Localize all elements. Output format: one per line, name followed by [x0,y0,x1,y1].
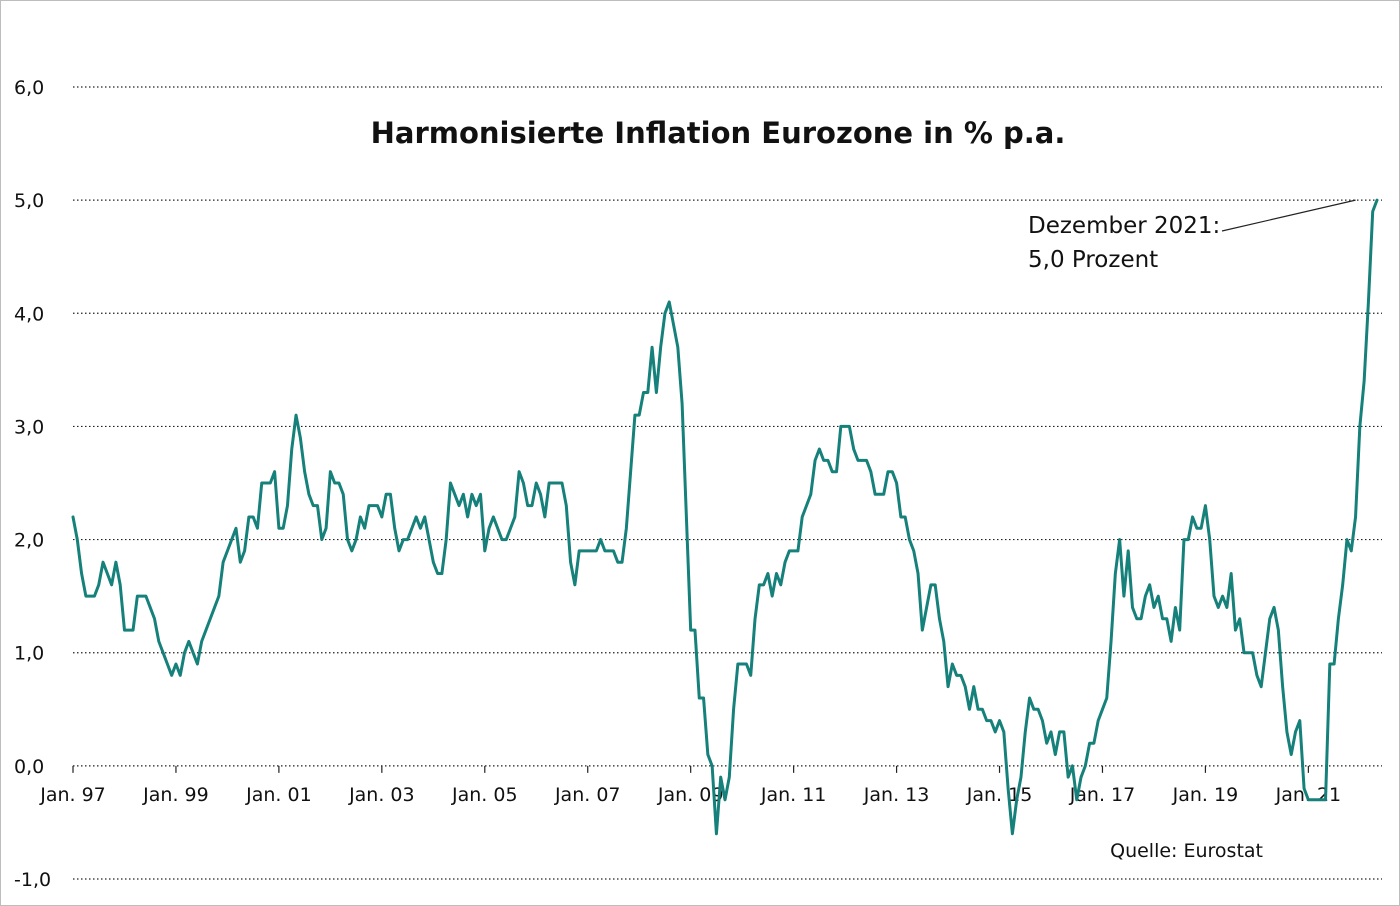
annotation-leader-line [1221,199,1356,232]
y-axis-ticks: 6,0 5,0 4,0 3,0 2,0 1,0 0,0 -1,0 [14,77,51,891]
chart-title: Harmonisierte Inflation Eurozone in % p.… [371,116,1066,150]
series-line-inflation [71,198,1379,836]
x-axis-ticks: Jan. 97 Jan. 99 Jan. 01 Jan. 03 Jan. 05 Jan. … [39,765,1341,806]
x-tick-label: Jan. 09 [657,784,724,806]
y-tick-label: 5,0 [14,190,44,212]
y-tick-label: 6,0 [14,77,44,99]
x-tick-label: Jan. 17 [1069,784,1136,806]
source-label: Quelle: Eurostat [1110,840,1263,862]
x-tick-label: Jan. 03 [348,784,415,806]
annotation-line-2: 5,0 Prozent [1028,247,1158,273]
x-tick-label: Jan. 13 [863,784,930,806]
y-tick-label: 0,0 [14,756,44,778]
x-tick-label: Jan. 97 [39,784,106,806]
annotation-line-1: Dezember 2021: [1028,213,1220,239]
x-tick-label: Jan. 99 [142,784,209,806]
y-tick-label: 1,0 [14,643,44,665]
y-tick-label: -1,0 [14,869,51,891]
x-tick-label: Jan. 07 [554,784,621,806]
y-tick-label: 3,0 [14,416,44,438]
y-tick-label: 4,0 [14,303,44,325]
x-tick-label: Jan. 19 [1172,784,1239,806]
x-tick-label: Jan. 11 [760,784,827,806]
x-tick-label: Jan. 15 [966,784,1033,806]
x-tick-label: Jan. 05 [451,784,518,806]
x-tick-label: Jan. 01 [245,784,312,806]
y-tick-label: 2,0 [14,530,44,552]
